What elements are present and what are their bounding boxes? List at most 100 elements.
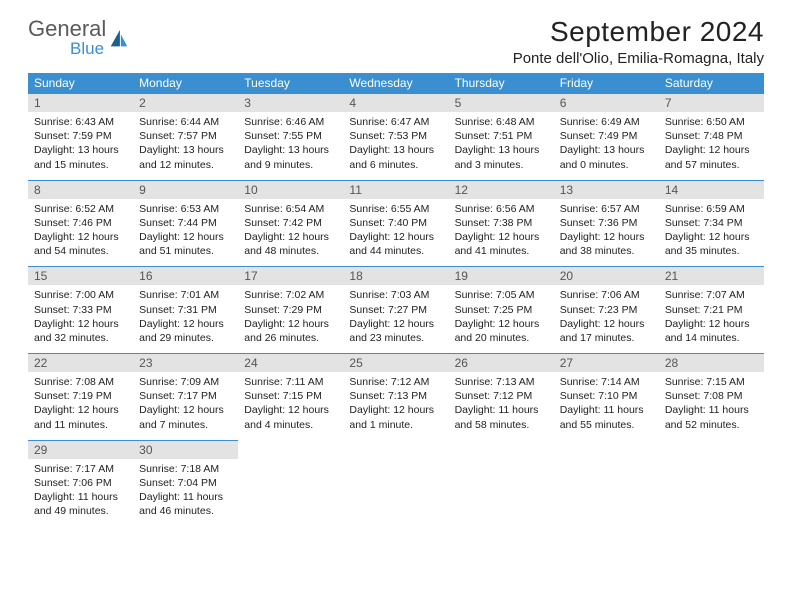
day-details: Sunrise: 6:50 AMSunset: 7:48 PMDaylight:… xyxy=(659,112,764,180)
day-details: Sunrise: 6:48 AMSunset: 7:51 PMDaylight:… xyxy=(449,112,554,180)
calendar-cell: 18Sunrise: 7:03 AMSunset: 7:27 PMDayligh… xyxy=(343,267,448,354)
daylight-line: Daylight: 12 hours and 20 minutes. xyxy=(455,317,548,345)
day-details: Sunrise: 7:05 AMSunset: 7:25 PMDaylight:… xyxy=(449,285,554,353)
sunset-line: Sunset: 7:06 PM xyxy=(34,476,127,490)
day-details: Sunrise: 7:00 AMSunset: 7:33 PMDaylight:… xyxy=(28,285,133,353)
day-details: Sunrise: 6:43 AMSunset: 7:59 PMDaylight:… xyxy=(28,112,133,180)
sunset-line: Sunset: 7:13 PM xyxy=(349,389,442,403)
daylight-line: Daylight: 11 hours and 58 minutes. xyxy=(455,403,548,431)
day-details: Sunrise: 6:57 AMSunset: 7:36 PMDaylight:… xyxy=(554,199,659,267)
sunrise-line: Sunrise: 6:48 AM xyxy=(455,115,548,129)
day-number: 6 xyxy=(554,94,659,112)
calendar-cell: 26Sunrise: 7:13 AMSunset: 7:12 PMDayligh… xyxy=(449,354,554,441)
sunrise-line: Sunrise: 7:17 AM xyxy=(34,462,127,476)
calendar-cell xyxy=(343,440,448,526)
calendar-cell: 27Sunrise: 7:14 AMSunset: 7:10 PMDayligh… xyxy=(554,354,659,441)
sunrise-line: Sunrise: 6:50 AM xyxy=(665,115,758,129)
daylight-line: Daylight: 11 hours and 46 minutes. xyxy=(139,490,232,518)
daylight-line: Daylight: 12 hours and 51 minutes. xyxy=(139,230,232,258)
calendar-cell: 17Sunrise: 7:02 AMSunset: 7:29 PMDayligh… xyxy=(238,267,343,354)
sunrise-line: Sunrise: 7:07 AM xyxy=(665,288,758,302)
day-details: Sunrise: 6:44 AMSunset: 7:57 PMDaylight:… xyxy=(133,112,238,180)
day-number: 9 xyxy=(133,181,238,199)
location: Ponte dell'Olio, Emilia-Romagna, Italy xyxy=(513,50,764,67)
sunset-line: Sunset: 7:15 PM xyxy=(244,389,337,403)
day-details: Sunrise: 7:13 AMSunset: 7:12 PMDaylight:… xyxy=(449,372,554,440)
calendar-cell: 13Sunrise: 6:57 AMSunset: 7:36 PMDayligh… xyxy=(554,180,659,267)
daylight-line: Daylight: 12 hours and 38 minutes. xyxy=(560,230,653,258)
sunset-line: Sunset: 7:21 PM xyxy=(665,303,758,317)
daylight-line: Daylight: 12 hours and 17 minutes. xyxy=(560,317,653,345)
day-number: 20 xyxy=(554,267,659,285)
day-number: 26 xyxy=(449,354,554,372)
brand-logo: General Blue xyxy=(28,16,130,59)
calendar-cell xyxy=(238,440,343,526)
calendar-cell: 1Sunrise: 6:43 AMSunset: 7:59 PMDaylight… xyxy=(28,94,133,181)
daylight-line: Daylight: 12 hours and 29 minutes. xyxy=(139,317,232,345)
day-number: 17 xyxy=(238,267,343,285)
calendar-cell: 11Sunrise: 6:55 AMSunset: 7:40 PMDayligh… xyxy=(343,180,448,267)
day-details: Sunrise: 7:08 AMSunset: 7:19 PMDaylight:… xyxy=(28,372,133,440)
calendar-week-row: 29Sunrise: 7:17 AMSunset: 7:06 PMDayligh… xyxy=(28,440,764,526)
daylight-line: Daylight: 12 hours and 4 minutes. xyxy=(244,403,337,431)
day-number: 28 xyxy=(659,354,764,372)
daylight-line: Daylight: 12 hours and 57 minutes. xyxy=(665,143,758,171)
day-header: Tuesday xyxy=(238,73,343,94)
day-number: 16 xyxy=(133,267,238,285)
sunset-line: Sunset: 7:34 PM xyxy=(665,216,758,230)
sunset-line: Sunset: 7:23 PM xyxy=(560,303,653,317)
day-details: Sunrise: 7:07 AMSunset: 7:21 PMDaylight:… xyxy=(659,285,764,353)
day-details: Sunrise: 7:15 AMSunset: 7:08 PMDaylight:… xyxy=(659,372,764,440)
daylight-line: Daylight: 11 hours and 55 minutes. xyxy=(560,403,653,431)
sunset-line: Sunset: 7:10 PM xyxy=(560,389,653,403)
day-details: Sunrise: 7:12 AMSunset: 7:13 PMDaylight:… xyxy=(343,372,448,440)
day-header: Sunday xyxy=(28,73,133,94)
sunset-line: Sunset: 7:17 PM xyxy=(139,389,232,403)
calendar-cell: 21Sunrise: 7:07 AMSunset: 7:21 PMDayligh… xyxy=(659,267,764,354)
calendar-cell: 16 Sunrise: 7:01 AMSunset: 7:31 PMDayligh… xyxy=(133,267,238,354)
day-number: 24 xyxy=(238,354,343,372)
calendar-week-row: 8Sunrise: 6:52 AMSunset: 7:46 PMDaylight… xyxy=(28,180,764,267)
day-number: 30 xyxy=(133,441,238,459)
sunrise-line: Sunrise: 7:02 AM xyxy=(244,288,337,302)
day-number: 5 xyxy=(449,94,554,112)
sunrise-line: Sunrise: 6:43 AM xyxy=(34,115,127,129)
sunrise-line: Sunrise: 7:14 AM xyxy=(560,375,653,389)
sunrise-line: Sunrise: 6:53 AM xyxy=(139,202,232,216)
calendar-cell: 2Sunrise: 6:44 AMSunset: 7:57 PMDaylight… xyxy=(133,94,238,181)
day-number: 23 xyxy=(133,354,238,372)
sunrise-line: Sunrise: 7:01 AM xyxy=(139,288,232,302)
daylight-line: Daylight: 13 hours and 0 minutes. xyxy=(560,143,653,171)
sunset-line: Sunset: 7:40 PM xyxy=(349,216,442,230)
sunrise-line: Sunrise: 7:00 AM xyxy=(34,288,127,302)
sunset-line: Sunset: 7:59 PM xyxy=(34,129,127,143)
sunrise-line: Sunrise: 7:09 AM xyxy=(139,375,232,389)
sunrise-line: Sunrise: 6:56 AM xyxy=(455,202,548,216)
sunrise-line: Sunrise: 7:12 AM xyxy=(349,375,442,389)
sunrise-line: Sunrise: 7:08 AM xyxy=(34,375,127,389)
day-header: Friday xyxy=(554,73,659,94)
calendar-cell: 3Sunrise: 6:46 AMSunset: 7:55 PMDaylight… xyxy=(238,94,343,181)
day-details: Sunrise: 6:59 AMSunset: 7:34 PMDaylight:… xyxy=(659,199,764,267)
sunrise-line: Sunrise: 6:52 AM xyxy=(34,202,127,216)
header: General Blue September 2024 Ponte dell'O… xyxy=(28,16,764,67)
day-details: Sunrise: 7:09 AMSunset: 7:17 PMDaylight:… xyxy=(133,372,238,440)
calendar-cell: 22Sunrise: 7:08 AMSunset: 7:19 PMDayligh… xyxy=(28,354,133,441)
calendar-cell: 12Sunrise: 6:56 AMSunset: 7:38 PMDayligh… xyxy=(449,180,554,267)
day-details: Sunrise: 7:14 AMSunset: 7:10 PMDaylight:… xyxy=(554,372,659,440)
sunrise-line: Sunrise: 7:15 AM xyxy=(665,375,758,389)
day-details: Sunrise: 6:47 AMSunset: 7:53 PMDaylight:… xyxy=(343,112,448,180)
sunrise-line: Sunrise: 7:05 AM xyxy=(455,288,548,302)
calendar-cell: 28Sunrise: 7:15 AMSunset: 7:08 PMDayligh… xyxy=(659,354,764,441)
daylight-line: Daylight: 12 hours and 1 minute. xyxy=(349,403,442,431)
daylight-line: Daylight: 12 hours and 35 minutes. xyxy=(665,230,758,258)
calendar-cell: 4Sunrise: 6:47 AMSunset: 7:53 PMDaylight… xyxy=(343,94,448,181)
day-number: 7 xyxy=(659,94,764,112)
sunset-line: Sunset: 7:31 PM xyxy=(139,303,232,317)
sunrise-line: Sunrise: 6:47 AM xyxy=(349,115,442,129)
calendar-cell xyxy=(659,440,764,526)
sunset-line: Sunset: 7:38 PM xyxy=(455,216,548,230)
daylight-line: Daylight: 12 hours and 41 minutes. xyxy=(455,230,548,258)
daylight-line: Daylight: 11 hours and 49 minutes. xyxy=(34,490,127,518)
sunset-line: Sunset: 7:55 PM xyxy=(244,129,337,143)
